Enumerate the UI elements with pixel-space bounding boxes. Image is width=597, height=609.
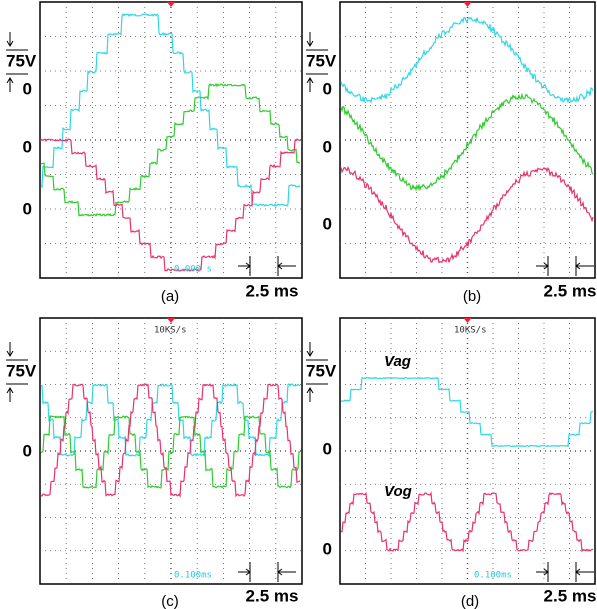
scale-label: 75V xyxy=(6,51,37,70)
screen xyxy=(340,2,595,278)
time-scale: 2.5 ms xyxy=(544,586,597,605)
screen xyxy=(340,318,595,584)
zero-label: 0 xyxy=(23,441,32,460)
zero-label: 0 xyxy=(23,199,32,218)
readout: 0.100ms xyxy=(474,571,512,581)
zero-label: 0 xyxy=(323,439,332,458)
scale-label: 75V xyxy=(306,361,337,380)
panel-label: (c) xyxy=(161,593,179,609)
zero-label: 0 xyxy=(323,79,332,98)
time-scale: 2.5 ms xyxy=(246,586,299,605)
panel-label: (a) xyxy=(161,288,179,305)
zero-label: 0 xyxy=(23,137,32,156)
scope-panel: 75V 0 0 (d) 2.5 ms 0.100ms 10KS/s Vag Vog xyxy=(306,318,596,609)
zero-label: 0 xyxy=(323,137,332,156)
trace-label: Vag xyxy=(384,353,411,370)
time-scale: 2.5 ms xyxy=(246,281,299,300)
panel-label: (d) xyxy=(461,593,479,609)
scale-label: 75V xyxy=(306,51,337,70)
panel-label: (b) xyxy=(463,288,481,305)
time-scale: 2.5 ms xyxy=(544,281,597,300)
trace-label: Vog xyxy=(384,483,412,500)
zero-label: 0 xyxy=(23,79,32,98)
zero-label: 0 xyxy=(323,539,332,558)
zero-label: 0 xyxy=(323,214,332,233)
sample-rate: 10KS/s xyxy=(154,326,187,336)
scope-panel: 75V 0 0 0 (a) 2.5 ms 0.000 s xyxy=(6,2,302,305)
readout: 0.100ms xyxy=(174,571,212,581)
scope-panel: 75V 0 0 0 (b) 2.5 ms xyxy=(306,2,596,305)
readout: 0.000 s xyxy=(174,265,212,275)
scope-panel: 75V 0 (c) 2.5 ms 0.100ms 10KS/s xyxy=(6,318,302,609)
sample-rate: 10KS/s xyxy=(454,326,487,336)
figure: 75V000(a)2.5 ms0.000 s75V000(b)2.5 ms75V… xyxy=(0,0,597,609)
scale-label: 75V xyxy=(6,361,37,380)
